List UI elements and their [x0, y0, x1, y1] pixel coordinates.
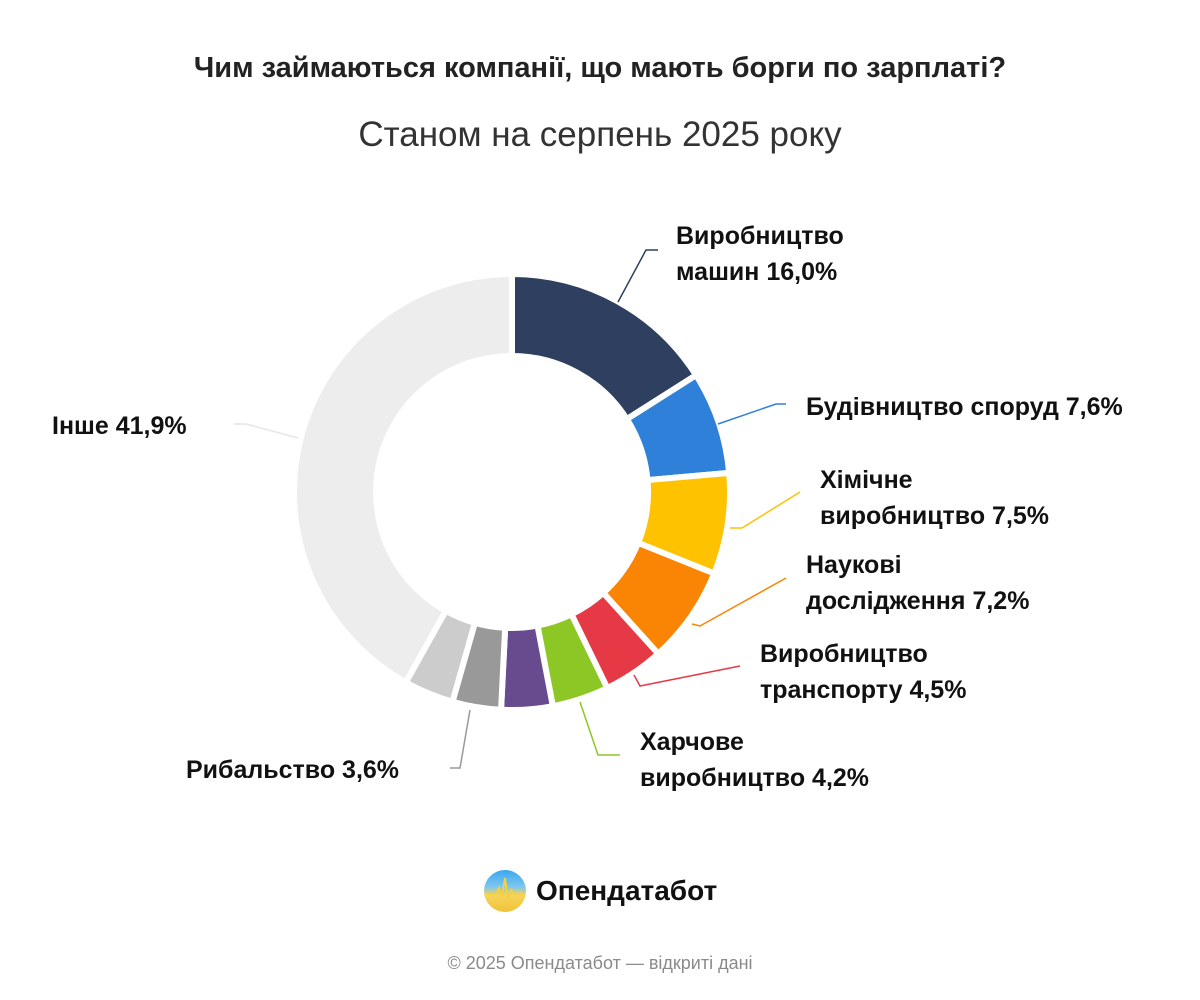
- label-construction: Будівництво споруд 7,6%: [806, 389, 1123, 425]
- brand-logo: Опендатабот: [484, 870, 717, 912]
- leader-line-chemical: [730, 491, 801, 529]
- label-line: машин 16,0%: [676, 258, 838, 286]
- label-research: Наукові дослідження 7,2%: [806, 547, 1029, 619]
- label-line: дослідження 7,2%: [806, 587, 1030, 615]
- label-line: виробництво 7,5%: [820, 502, 1050, 530]
- label-line: Харчове: [640, 728, 744, 756]
- brand-name: Опендатабот: [536, 875, 718, 906]
- label-other: Інше 41,9%: [52, 408, 187, 444]
- footer-copyright: © 2025 Опендатабот — відкриті дані: [447, 953, 753, 973]
- leader-line-food: [579, 701, 620, 756]
- label-line: Будівництво споруд 7,6%: [806, 393, 1123, 421]
- leader-line-transport: [633, 665, 741, 687]
- label-line: Хімічне: [820, 466, 913, 494]
- leader-line-fishing: [450, 709, 471, 769]
- label-food: Харчове виробництво 4,2%: [640, 724, 869, 796]
- label-line: транспорту 4,5%: [760, 676, 967, 704]
- label-line: Виробництво: [760, 640, 928, 668]
- label-line: Виробництво: [676, 222, 844, 250]
- label-transport: Виробництво транспорту 4,5%: [760, 636, 966, 708]
- label-chemical: Хімічне виробництво 7,5%: [820, 462, 1049, 534]
- leader-line-construction: [717, 403, 786, 425]
- label-machines: Виробництво машин 16,0%: [676, 218, 844, 290]
- chart-subtitle: Станом на серпень 2025 року: [358, 115, 842, 154]
- label-fishing: Рибальство 3,6%: [186, 752, 399, 788]
- label-line: Наукові: [806, 551, 902, 579]
- leader-line-research: [691, 577, 787, 627]
- label-line: Інше 41,9%: [52, 412, 187, 440]
- leader-line-other: [234, 423, 299, 439]
- opendatabot-logo-icon: [484, 870, 526, 912]
- leader-line-machines: [617, 249, 658, 303]
- chart-title: Чим займаються компанії, що мають борги …: [193, 52, 1007, 84]
- donut-slice-9: [291, 271, 515, 686]
- label-line: виробництво 4,2%: [640, 764, 870, 792]
- label-line: Рибальство 3,6%: [186, 756, 400, 784]
